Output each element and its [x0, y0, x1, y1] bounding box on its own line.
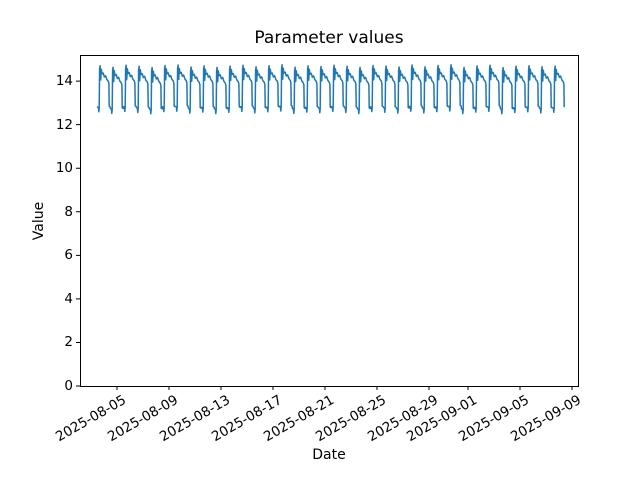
- y-tick-label: 6: [64, 247, 73, 264]
- y-tick-label: 10: [55, 160, 73, 177]
- chart-title: Parameter values: [254, 28, 404, 48]
- y-tick-label: 12: [55, 116, 73, 133]
- x-axis-label: Date: [312, 447, 346, 463]
- y-tick-label: 0: [64, 378, 73, 394]
- y-tick-label: 14: [55, 73, 73, 90]
- y-tick-label: 2: [64, 334, 73, 351]
- axis-ticks: [76, 80, 573, 390]
- y-tick-label: 8: [64, 203, 73, 220]
- y-tick-label: 4: [64, 290, 73, 307]
- parameter-series-line: [96, 64, 565, 115]
- plot-spines: [80, 55, 579, 387]
